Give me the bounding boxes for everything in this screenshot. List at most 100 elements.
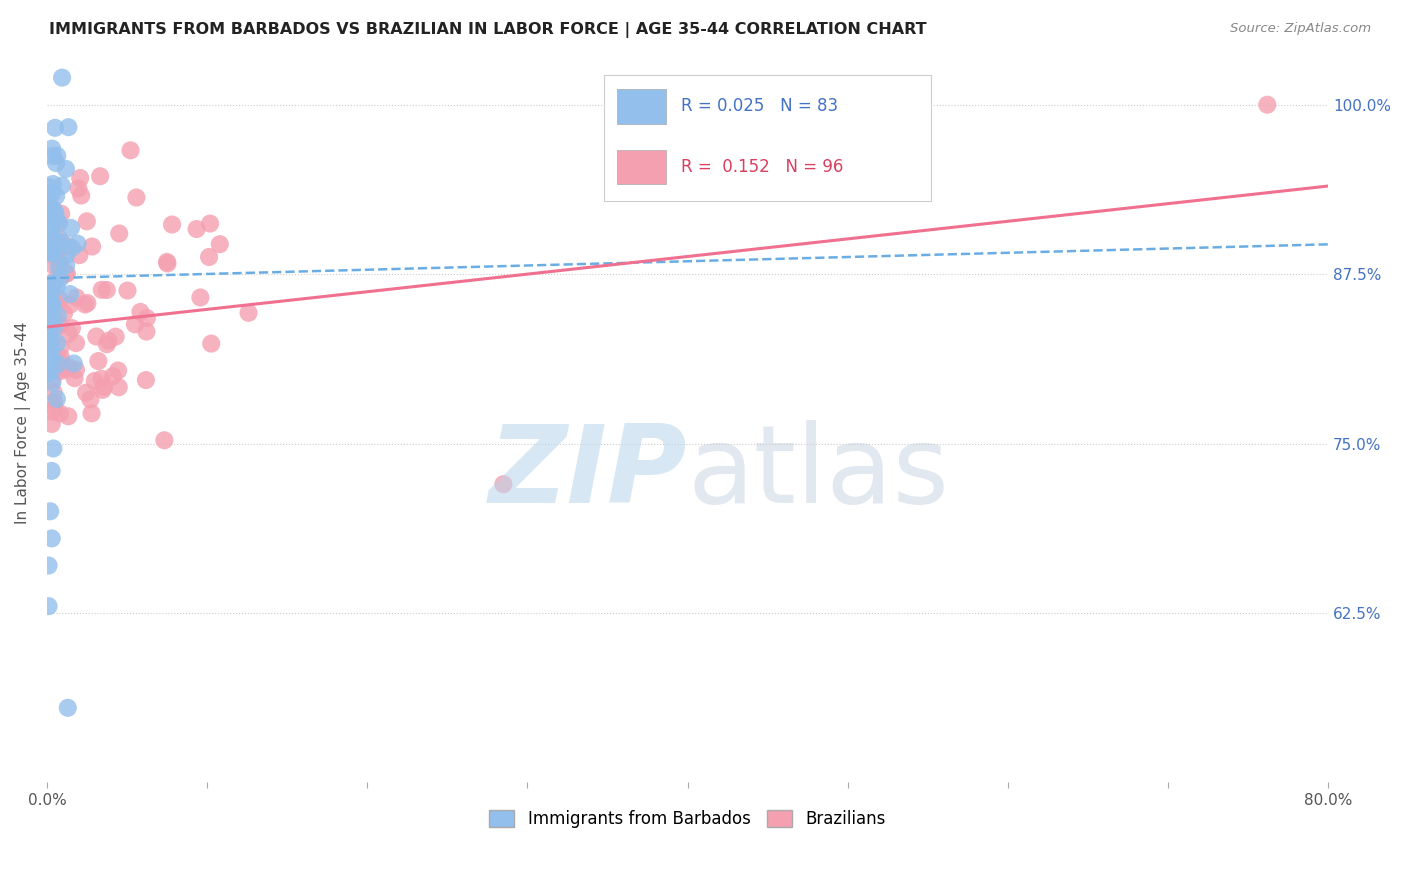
Point xyxy=(45,189,67,203)
Point xyxy=(90,372,112,386)
Y-axis label: In Labor Force | Age 35-44: In Labor Force | Age 35-44 xyxy=(15,322,31,524)
Point xyxy=(39,318,62,332)
Point xyxy=(39,227,62,242)
Point xyxy=(108,227,131,241)
Point xyxy=(41,376,63,390)
Point xyxy=(55,248,77,262)
Point xyxy=(51,207,73,221)
Point xyxy=(60,321,83,335)
Point xyxy=(190,290,212,304)
Point xyxy=(124,318,146,332)
Point xyxy=(75,297,97,311)
Point xyxy=(38,199,60,213)
Point xyxy=(45,280,67,294)
Point xyxy=(37,313,59,327)
Point xyxy=(48,231,70,245)
Point xyxy=(51,178,73,193)
Point xyxy=(39,365,62,379)
Point xyxy=(37,218,59,232)
Point xyxy=(200,336,222,351)
Point xyxy=(37,367,59,381)
Point xyxy=(41,243,63,257)
Point xyxy=(91,383,114,397)
Text: atlas: atlas xyxy=(688,420,949,526)
Point xyxy=(38,309,60,323)
Point xyxy=(41,351,63,365)
Point xyxy=(39,293,62,307)
Point xyxy=(37,229,59,244)
Point xyxy=(41,316,63,330)
Point xyxy=(37,328,59,343)
Point xyxy=(120,144,142,158)
Point xyxy=(198,217,221,231)
Point xyxy=(41,532,63,546)
Point xyxy=(41,283,63,297)
Point xyxy=(38,289,60,303)
Point xyxy=(48,353,70,368)
Point xyxy=(49,407,72,421)
Point xyxy=(49,318,72,333)
Point xyxy=(44,235,66,249)
Point xyxy=(37,359,59,374)
Text: IMMIGRANTS FROM BARBADOS VS BRAZILIAN IN LABOR FORCE | AGE 35-44 CORRELATION CHA: IMMIGRANTS FROM BARBADOS VS BRAZILIAN IN… xyxy=(49,22,927,38)
Point xyxy=(45,392,67,406)
Point xyxy=(56,239,79,253)
Point xyxy=(49,351,72,365)
Point xyxy=(48,216,70,230)
Point xyxy=(58,326,80,341)
Point xyxy=(41,284,63,298)
Point xyxy=(49,293,72,307)
Point xyxy=(76,296,98,310)
Point xyxy=(59,287,82,301)
Point xyxy=(41,297,63,311)
Point xyxy=(55,362,77,376)
Point xyxy=(65,336,87,351)
Point xyxy=(46,235,69,249)
Point xyxy=(58,409,80,424)
Legend: Immigrants from Barbados, Brazilians: Immigrants from Barbados, Brazilians xyxy=(482,804,893,835)
Text: Source: ZipAtlas.com: Source: ZipAtlas.com xyxy=(1230,22,1371,36)
Point xyxy=(58,120,80,135)
Point xyxy=(198,250,221,264)
Point xyxy=(39,301,62,316)
Point xyxy=(153,434,176,448)
Point xyxy=(56,267,79,281)
Point xyxy=(39,246,62,260)
Point xyxy=(55,267,77,281)
Point xyxy=(59,298,82,312)
Point xyxy=(46,149,69,163)
Point xyxy=(49,341,72,355)
Point xyxy=(65,290,87,304)
Point xyxy=(41,332,63,346)
Point xyxy=(48,260,70,275)
Point xyxy=(44,249,66,263)
Point xyxy=(51,360,73,375)
Point xyxy=(1256,97,1278,112)
Point xyxy=(39,504,62,518)
Point xyxy=(41,464,63,478)
Point xyxy=(38,345,60,359)
Point xyxy=(44,277,66,292)
Text: R =  0.152   N = 96: R = 0.152 N = 96 xyxy=(681,158,844,176)
Point xyxy=(59,221,82,235)
Point xyxy=(53,306,76,320)
Point xyxy=(63,371,86,385)
Point xyxy=(38,180,60,194)
Point xyxy=(39,343,62,357)
Point xyxy=(208,237,231,252)
Point xyxy=(42,385,65,400)
Point xyxy=(70,188,93,202)
Point xyxy=(39,227,62,242)
Point xyxy=(42,149,65,163)
Point xyxy=(41,417,63,431)
Point xyxy=(160,218,183,232)
Point xyxy=(42,244,65,259)
FancyBboxPatch shape xyxy=(605,75,931,201)
Point xyxy=(46,357,69,371)
Point xyxy=(41,298,63,312)
Point xyxy=(38,304,60,318)
Point xyxy=(97,334,120,348)
Point xyxy=(41,257,63,271)
FancyBboxPatch shape xyxy=(617,89,666,124)
Point xyxy=(58,360,80,375)
